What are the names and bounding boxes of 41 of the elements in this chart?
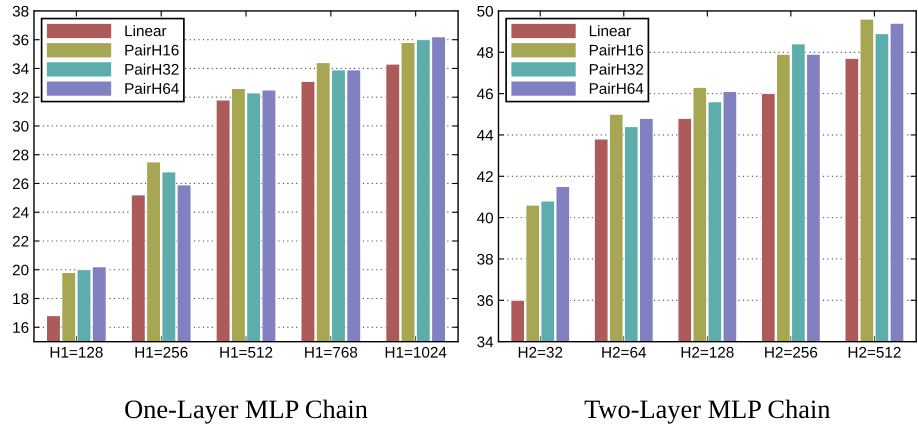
legend-label: PairH64 — [590, 82, 644, 94]
x-tick-label: H1=256 — [135, 346, 188, 358]
legend-label: Linear — [590, 25, 631, 36]
legend-label: Linear — [125, 25, 166, 36]
x-tick-label: H2=128 — [682, 346, 734, 358]
y-tick-label: 16 — [13, 322, 28, 333]
y-tick-label: 28 — [12, 150, 28, 160]
y-tick-label: 26 — [12, 178, 28, 190]
y-tick-label: 18 — [13, 293, 28, 304]
y-tick-label: 36 — [477, 295, 493, 306]
x-tick-label: H1=512 — [220, 346, 272, 358]
y-tick-label: 50 — [477, 6, 494, 17]
y-tick-label: 30 — [12, 120, 29, 132]
y-tick-label: 38 — [477, 254, 493, 265]
y-tick-label: 24 — [12, 207, 29, 218]
x-tick-label: H2=256 — [765, 346, 818, 358]
legend-label: PairH32 — [590, 64, 644, 75]
y-tick-label: 36 — [12, 34, 28, 46]
y-tick-label: 38 — [12, 6, 28, 17]
x-tick-label: H2=512 — [848, 346, 901, 358]
y-tick-label: 20 — [12, 264, 29, 276]
legend-label: PairH32 — [125, 64, 179, 75]
x-axis-title: One-Layer MLP Chain — [125, 400, 368, 424]
y-tick-label: 48 — [476, 47, 493, 58]
x-tick-label: H1=128 — [50, 346, 103, 358]
legend-label: PairH64 — [125, 82, 179, 94]
x-tick-label: H1=1024 — [386, 346, 446, 358]
x-tick-label: H2=32 — [518, 346, 562, 358]
x-tick-label: H2=64 — [602, 346, 646, 358]
y-tick-label: 34 — [12, 63, 29, 74]
x-tick-label: H1=768 — [305, 346, 358, 358]
y-tick-label: 34 — [477, 336, 494, 348]
y-tick-label: 44 — [476, 130, 494, 140]
y-tick-label: 32 — [12, 92, 28, 103]
legend-label: PairH16 — [125, 44, 179, 56]
y-tick-label: 40 — [476, 212, 494, 224]
y-tick-label: 42 — [476, 171, 493, 182]
y-tick-label: 22 — [12, 236, 28, 247]
legend-label: PairH16 — [590, 44, 644, 56]
y-tick-label: 46 — [476, 88, 493, 100]
x-axis-title: Two-Layer MLP Chain — [584, 400, 830, 424]
